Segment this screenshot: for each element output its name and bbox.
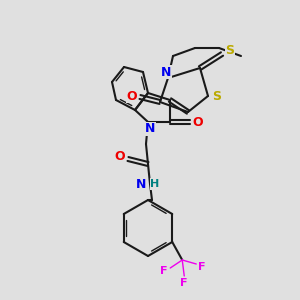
Text: O: O — [115, 151, 125, 164]
Text: O: O — [193, 116, 203, 128]
Text: S: S — [212, 89, 221, 103]
Text: N: N — [136, 178, 146, 190]
Text: F: F — [199, 262, 206, 272]
Text: F: F — [160, 266, 168, 276]
Text: O: O — [127, 89, 137, 103]
Text: N: N — [161, 65, 171, 79]
Text: N: N — [145, 122, 155, 136]
Text: H: H — [150, 179, 160, 189]
Text: S: S — [226, 44, 235, 58]
Text: F: F — [181, 278, 188, 288]
